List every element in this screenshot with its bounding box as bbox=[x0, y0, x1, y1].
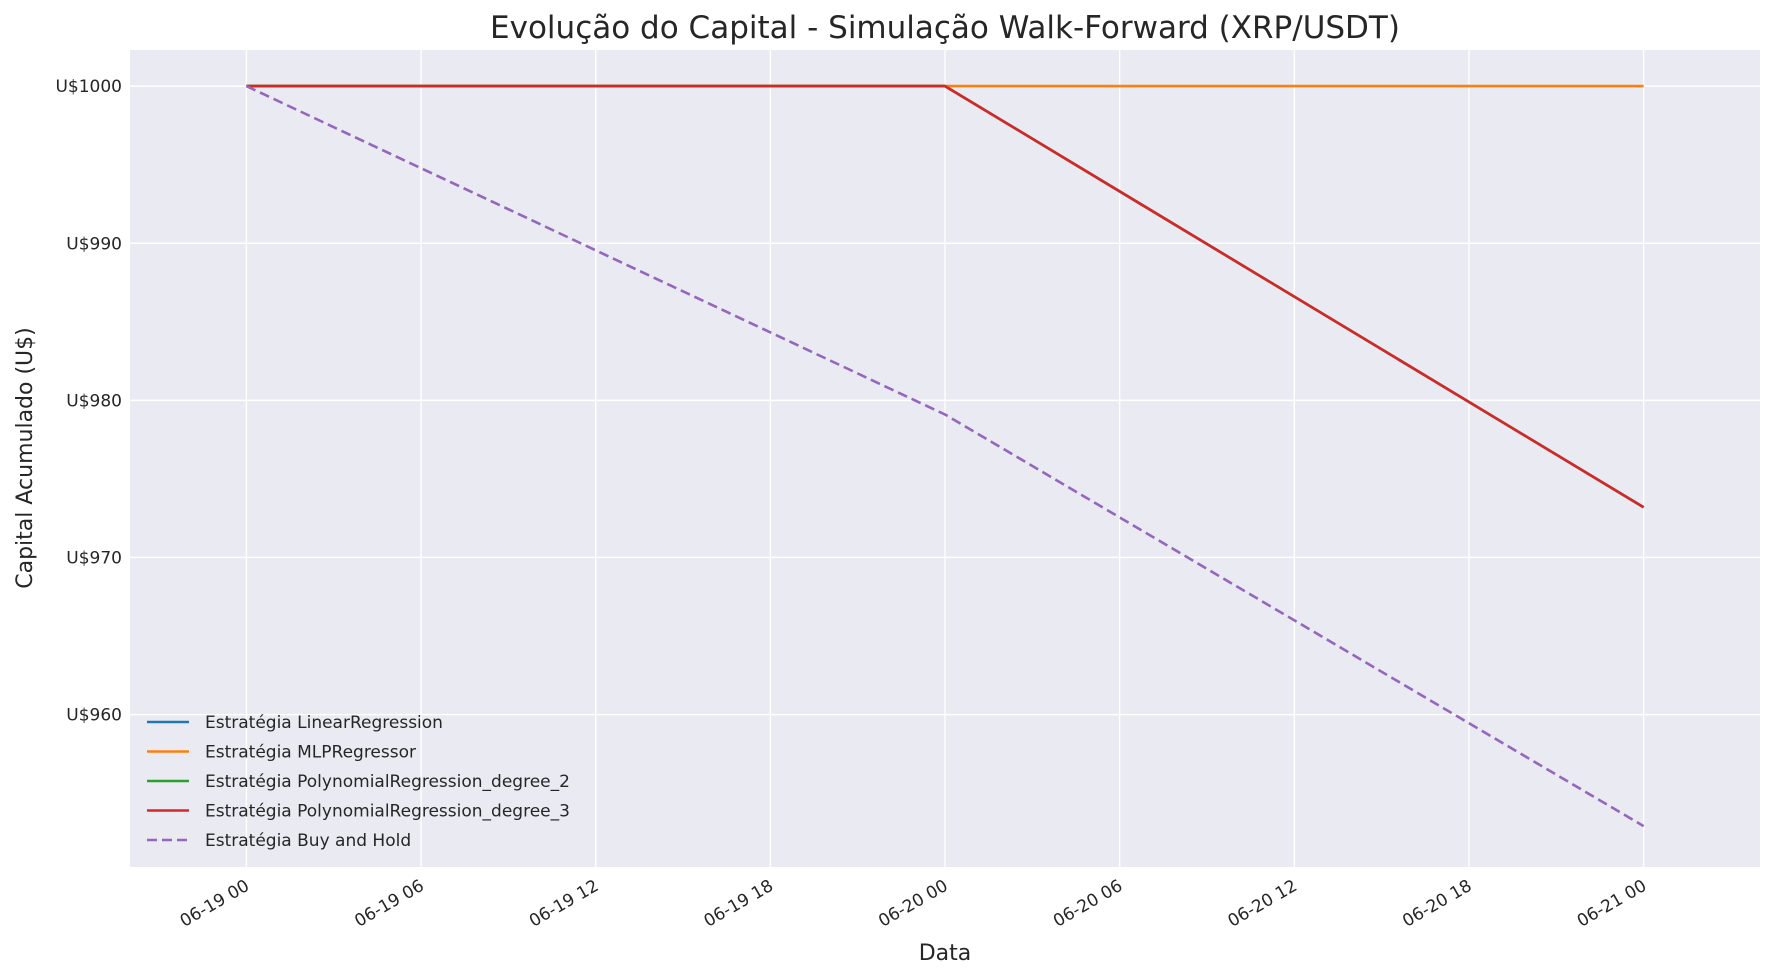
x-tick-label: 06-20 00 bbox=[875, 876, 951, 932]
x-tick-label: 06-20 06 bbox=[1050, 876, 1126, 932]
legend-label: Estratégia PolynomialRegression_degree_2 bbox=[205, 772, 570, 792]
y-axis-label: Capital Acumulado (U$) bbox=[13, 327, 38, 589]
chart-title: Evolução do Capital - Simulação Walk-For… bbox=[490, 10, 1400, 46]
x-tick-labels: 06-19 00 06-19 06 06-19 12 06-19 18 06-20 00… bbox=[177, 876, 1650, 932]
y-tick-label: U$980 bbox=[66, 391, 122, 411]
y-tick-label: U$970 bbox=[66, 548, 122, 568]
legend-label: Estratégia Buy and Hold bbox=[205, 831, 411, 851]
x-tick-label: 06-19 12 bbox=[526, 876, 602, 932]
legend: Estratégia LinearRegression Estratégia ML… bbox=[147, 713, 570, 851]
legend-label: Estratégia PolynomialRegression_degree_3 bbox=[205, 802, 570, 822]
x-axis-label: Data bbox=[919, 941, 972, 966]
y-tick-labels: U$960 U$970 U$980 U$990 U$1000 bbox=[55, 77, 122, 725]
x-tick-label: 06-19 06 bbox=[351, 876, 427, 932]
x-tick-label: 06-21 00 bbox=[1574, 876, 1650, 932]
y-tick-label: U$1000 bbox=[55, 77, 122, 97]
legend-label: Estratégia MLPRegressor bbox=[205, 743, 416, 763]
x-tick-label: 06-19 18 bbox=[701, 876, 777, 932]
y-tick-label: U$990 bbox=[66, 234, 122, 254]
x-tick-label: 06-20 12 bbox=[1225, 876, 1301, 932]
legend-label: Estratégia LinearRegression bbox=[205, 713, 443, 733]
x-tick-label: 06-19 00 bbox=[177, 876, 253, 932]
x-tick-label: 06-20 18 bbox=[1399, 876, 1475, 932]
series-line-3 bbox=[246, 84, 1645, 509]
y-tick-label: U$960 bbox=[66, 706, 122, 726]
series-lines bbox=[245, 84, 1645, 828]
series-line-4 bbox=[245, 84, 1645, 828]
